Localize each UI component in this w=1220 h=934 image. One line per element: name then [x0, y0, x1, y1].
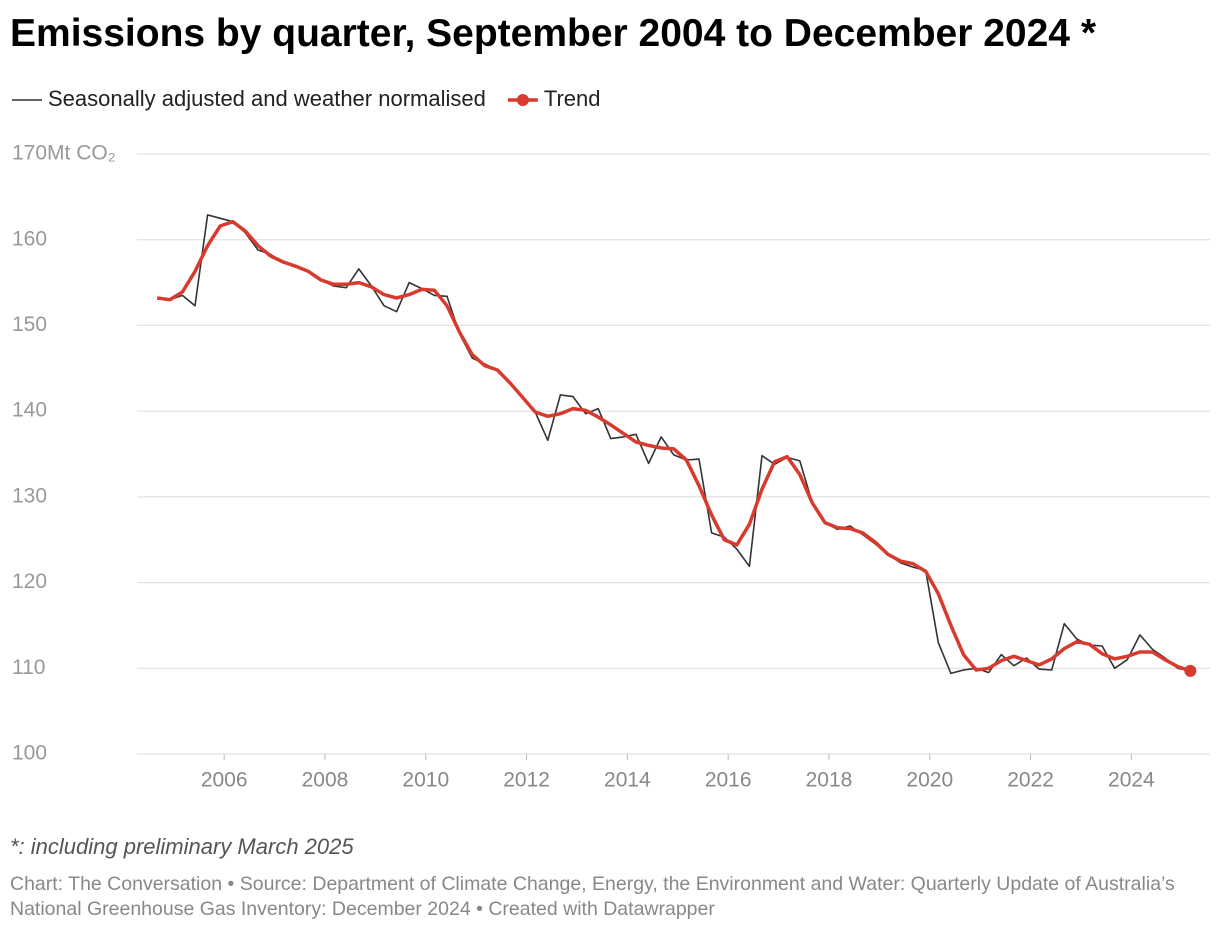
series-line [156, 219, 1191, 673]
x-tick-label: 2018 [806, 769, 853, 792]
chart-title: Emissions by quarter, September 2004 to … [10, 12, 1097, 55]
y-tick-label: 160 [12, 227, 47, 250]
source: Chart: The Conversation • Source: Depart… [10, 873, 1175, 920]
end-marker [1184, 664, 1197, 677]
y-tick-label: 120 [12, 570, 47, 593]
footnote: *: including preliminary March 2025 [10, 834, 354, 859]
x-tick-label: 2022 [1007, 769, 1054, 792]
x-tick-label: 2012 [503, 769, 550, 792]
x-tick-label: 2020 [906, 769, 953, 792]
y-tick-label: 130 [12, 484, 47, 507]
x-tick-label: 2016 [705, 769, 752, 792]
x-tick-label: 2014 [604, 769, 651, 792]
x-tick-label: 2008 [302, 769, 349, 792]
y-tick-label: 110 [12, 656, 45, 679]
legend-label: Trend [544, 86, 601, 111]
y-tick-label: 150 [12, 313, 47, 336]
x-tick-label: 2010 [402, 769, 449, 792]
x-tick-label: 2024 [1108, 769, 1155, 792]
y-tick-label: 170Mt CO₂ [12, 142, 116, 165]
y-tick-label: 100 [12, 742, 47, 765]
y-tick-label: 140 [12, 399, 47, 422]
x-tick-label: 2006 [201, 769, 248, 792]
legend-label: Seasonally adjusted and weather normalis… [48, 86, 486, 111]
series-line [157, 214, 1191, 675]
legend-swatch [516, 94, 529, 106]
